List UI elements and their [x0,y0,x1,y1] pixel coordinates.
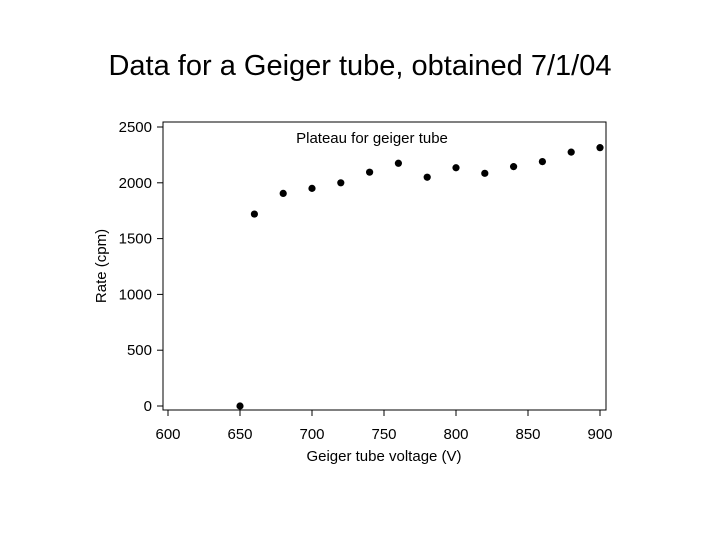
slide-title: Data for a Geiger tube, obtained 7/1/04 [108,50,612,82]
data-point [538,157,547,166]
data-point [596,144,604,152]
y-tick-label: 2000 [119,175,152,192]
x-tick-label: 900 [587,426,612,443]
data-point [250,210,258,218]
data-point [394,159,402,167]
x-tick-label: 850 [515,426,540,443]
data-point [236,402,244,410]
data-point [423,173,431,181]
data-point [567,148,575,156]
plot-title: Plateau for geiger tube [296,130,448,147]
data-point [452,164,460,172]
x-axis-label: Geiger tube voltage (V) [306,448,461,465]
data-points [236,144,604,410]
x-tick-label: 600 [155,426,180,443]
x-tick-label: 750 [371,426,396,443]
y-tick-label: 1000 [119,286,152,303]
data-point [279,189,287,198]
x-tick-label: 800 [443,426,468,443]
y-axis-label: Rate (cpm) [93,229,110,303]
data-point [308,184,316,192]
y-axis: 0 500 1000 1500 2000 2500 [119,119,163,415]
data-point [509,163,518,171]
y-tick-label: 0 [144,398,152,415]
y-tick-label: 2500 [119,119,152,136]
y-tick-label: 500 [127,342,152,359]
data-point [481,169,489,177]
x-axis: 600 650 700 750 800 850 900 [155,410,613,443]
data-point [366,168,374,176]
x-tick-label: 700 [299,426,324,443]
data-point [337,179,345,187]
plot-frame [162,121,607,411]
x-tick-label: 650 [227,426,252,443]
y-tick-label: 1500 [119,231,152,248]
